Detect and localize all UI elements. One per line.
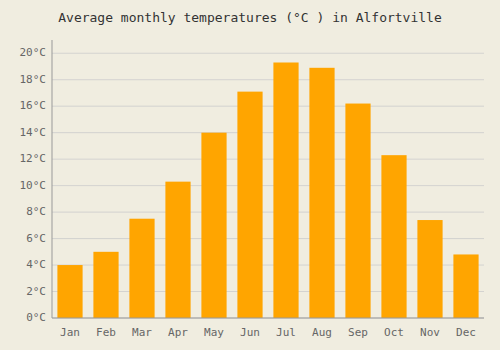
y-tick-label: 8°C [26, 205, 46, 218]
bar [417, 220, 442, 318]
x-tick-label: Feb [96, 326, 116, 339]
y-tick-label: 4°C [26, 258, 46, 271]
bar [57, 265, 82, 318]
y-tick-label: 0°C [26, 311, 46, 324]
grid-line [52, 185, 484, 186]
y-tick-label: 2°C [26, 285, 46, 298]
grid-line [52, 132, 484, 133]
grid-line [52, 159, 484, 160]
grid-line [52, 106, 484, 107]
x-tick-label: May [204, 326, 224, 339]
y-tick-label: 10°C [20, 179, 47, 192]
bar [345, 104, 370, 318]
x-tick-label: Mar [132, 326, 152, 339]
x-tick-label: Jan [60, 326, 80, 339]
grid-line [52, 212, 484, 213]
y-axis-line [52, 40, 53, 318]
y-tick-label: 12°C [20, 152, 47, 165]
y-grid [52, 53, 484, 318]
y-tick-label: 16°C [20, 99, 47, 112]
x-tick-label: Oct [384, 326, 404, 339]
background [0, 0, 500, 350]
x-tick-label: Nov [420, 326, 440, 339]
bar [273, 63, 298, 318]
bar [309, 68, 334, 318]
bar [165, 182, 190, 318]
y-tick-label: 18°C [20, 73, 47, 86]
x-tick-label: Jul [276, 326, 296, 339]
grid-line [52, 53, 484, 54]
bar [93, 252, 118, 318]
y-tick-label: 6°C [26, 232, 46, 245]
bars [57, 63, 478, 318]
x-tick-label: Aug [312, 326, 332, 339]
y-tick-label: 20°C [20, 46, 47, 59]
bar [201, 133, 226, 318]
x-tick-label: Jun [240, 326, 260, 339]
chart-svg: 0°C 2°C 4°C 6°C 8°C 10°C 12°C 14°C 16°C 18°C 20°C J… [0, 0, 500, 350]
grid-line [52, 79, 484, 80]
x-axis-line [52, 318, 484, 319]
x-tick-label: Apr [168, 326, 188, 339]
bar [453, 254, 478, 318]
bar [237, 92, 262, 318]
chart-title: Average monthly temperatures (°C ) in Al… [58, 10, 442, 25]
y-tick-label: 14°C [20, 126, 47, 139]
bar [381, 155, 406, 318]
x-tick-label: Sep [348, 326, 368, 339]
chart-container: 0°C 2°C 4°C 6°C 8°C 10°C 12°C 14°C 16°C 18°C 20°C J… [0, 0, 500, 350]
x-tick-label: Dec [456, 326, 476, 339]
grid-line [52, 318, 484, 319]
bar [129, 219, 154, 318]
